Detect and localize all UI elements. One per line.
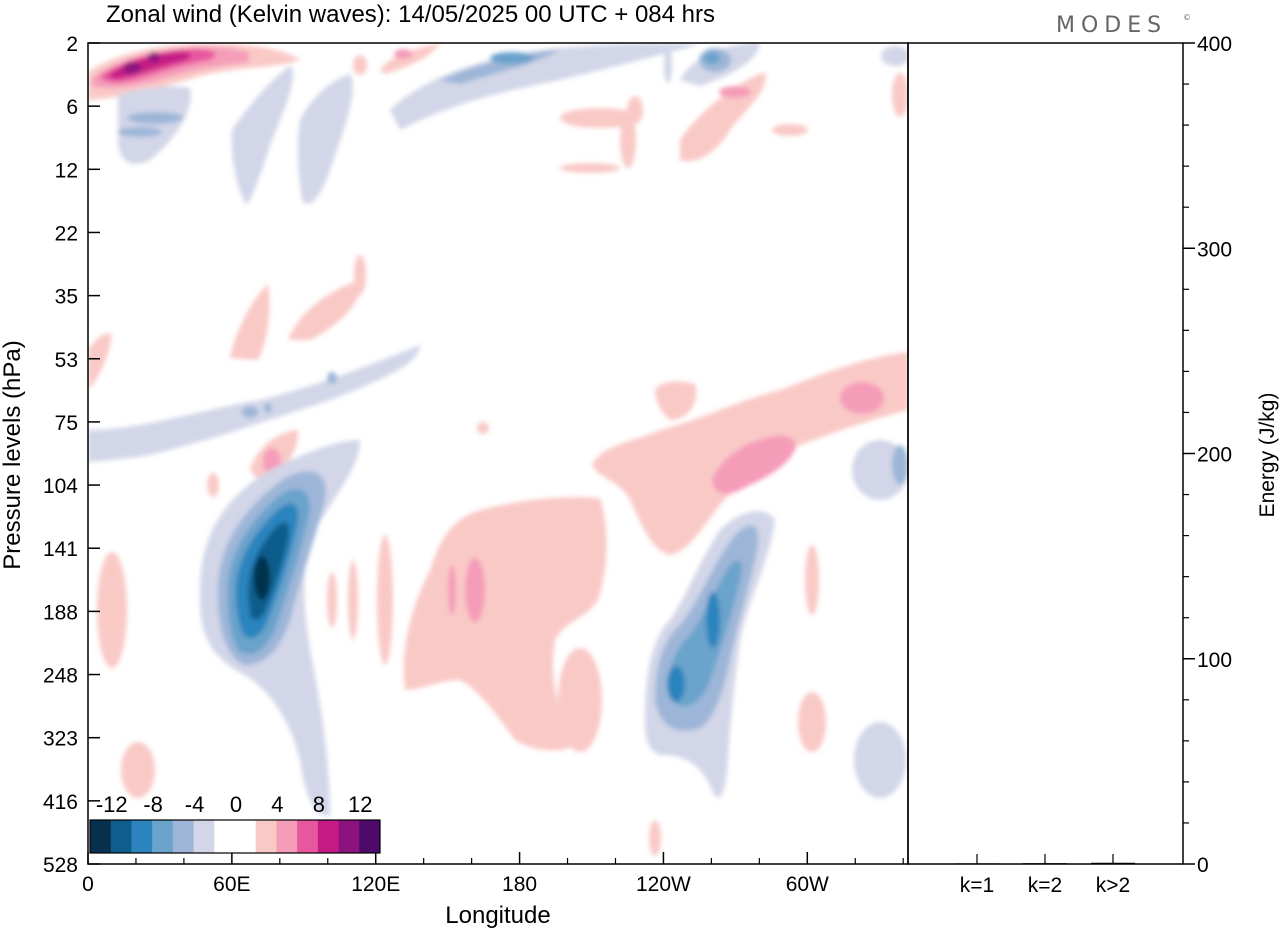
contour-negative-band-75hPa bbox=[88, 345, 420, 462]
y-tick-label: 528 bbox=[43, 854, 78, 877]
colorbar-swatch bbox=[276, 820, 298, 853]
colorbar-swatch bbox=[297, 820, 319, 853]
logo-text: MODES bbox=[1056, 13, 1167, 38]
colorbar-swatch bbox=[235, 820, 257, 853]
contour-negative-stratosphere bbox=[118, 43, 908, 205]
energy-bars: k=1 k=2 k>2 bbox=[955, 854, 1135, 897]
colorbar-swatch bbox=[172, 820, 195, 853]
colorbar-swatch bbox=[317, 820, 340, 853]
colorbar-frame bbox=[89, 819, 381, 854]
colorbar-label: 12 bbox=[348, 792, 372, 817]
y-tick-label: 416 bbox=[43, 791, 78, 814]
colorbar-swatch bbox=[338, 820, 360, 853]
energy-category-label: k=1 bbox=[960, 874, 994, 897]
y-tick-label: 53 bbox=[55, 349, 78, 372]
energy-axis: 0 100 200 300 400 bbox=[1183, 33, 1232, 877]
y-axis: 2 6 12 22 35 53 75 104 141 188 248 323 416 528 bbox=[43, 33, 100, 877]
energy-tick-label: 0 bbox=[1197, 854, 1209, 877]
colorbar-label: 0 bbox=[230, 792, 242, 817]
energy-plot-frame bbox=[907, 42, 1184, 865]
contour-positive-upper-east bbox=[592, 352, 908, 752]
colorbar-swatch bbox=[193, 820, 215, 853]
y-tick-label: 2 bbox=[66, 33, 78, 56]
x-tick-label: 120W bbox=[636, 873, 691, 896]
colorbar: -12 -8 -4 0 4 8 12 bbox=[89, 792, 381, 854]
energy-category-label: k=2 bbox=[1028, 874, 1062, 897]
colorbar-swatch bbox=[214, 820, 236, 853]
y-tick-label: 6 bbox=[66, 96, 78, 119]
colorbar-swatch bbox=[90, 820, 112, 853]
x-tick-label: 0 bbox=[82, 873, 94, 896]
colorbar-swatch bbox=[255, 820, 277, 853]
energy-tick-label: 100 bbox=[1197, 649, 1232, 672]
contour-negative-120W bbox=[645, 440, 908, 798]
x-tick-label: 60E bbox=[213, 873, 250, 896]
colorbar-label: 4 bbox=[271, 792, 283, 817]
contour-negative-70E bbox=[199, 440, 360, 816]
x-axis-title: Longitude bbox=[445, 902, 550, 929]
energy-tick-label: 200 bbox=[1197, 444, 1232, 467]
energy-tick-label: 300 bbox=[1197, 238, 1232, 261]
contour-positive-stratosphere-west bbox=[88, 43, 300, 100]
colorbar-swatch bbox=[152, 820, 174, 853]
colorbar-swatch bbox=[131, 820, 153, 853]
colorbar-label: 8 bbox=[313, 792, 325, 817]
colorbar-label: -12 bbox=[96, 792, 128, 817]
x-tick-label: 180 bbox=[502, 873, 537, 896]
contour-field bbox=[88, 43, 908, 864]
contour-positive-small-top bbox=[248, 44, 908, 173]
y-tick-label: 104 bbox=[43, 475, 78, 498]
contour-positive-dateline bbox=[377, 422, 661, 856]
y-axis-title: Pressure levels (hPa) bbox=[0, 340, 26, 569]
y-tick-label: 141 bbox=[43, 538, 78, 561]
contour-positive-west-low bbox=[97, 552, 358, 798]
y-tick-label: 12 bbox=[55, 159, 78, 182]
colorbar-swatch bbox=[359, 820, 381, 853]
x-tick-label: 120E bbox=[351, 873, 400, 896]
y-tick-label: 35 bbox=[55, 286, 78, 309]
colorbar-label: -4 bbox=[185, 792, 205, 817]
y-tick-label: 22 bbox=[55, 222, 78, 245]
colorbar-swatch bbox=[110, 820, 132, 853]
x-tick-label: 60W bbox=[786, 873, 829, 896]
contour-positive-midlevels bbox=[88, 255, 366, 390]
x-axis: 0 60E 120E 180 120W 60W bbox=[82, 852, 904, 896]
modes-logo: MODES © bbox=[1056, 13, 1191, 38]
energy-axis-title: Energy (J/kg) bbox=[1256, 393, 1279, 518]
colorbar-label: -8 bbox=[143, 792, 163, 817]
energy-category-label: k>2 bbox=[1096, 874, 1130, 897]
y-tick-label: 75 bbox=[55, 412, 78, 435]
y-tick-label: 188 bbox=[43, 601, 78, 624]
chart-title: Zonal wind (Kelvin waves): 14/05/2025 00… bbox=[106, 1, 715, 28]
energy-tick-label: 400 bbox=[1197, 33, 1232, 56]
y-tick-label: 323 bbox=[43, 728, 78, 751]
y-tick-label: 248 bbox=[43, 665, 78, 688]
logo-mark: © bbox=[1183, 13, 1191, 22]
